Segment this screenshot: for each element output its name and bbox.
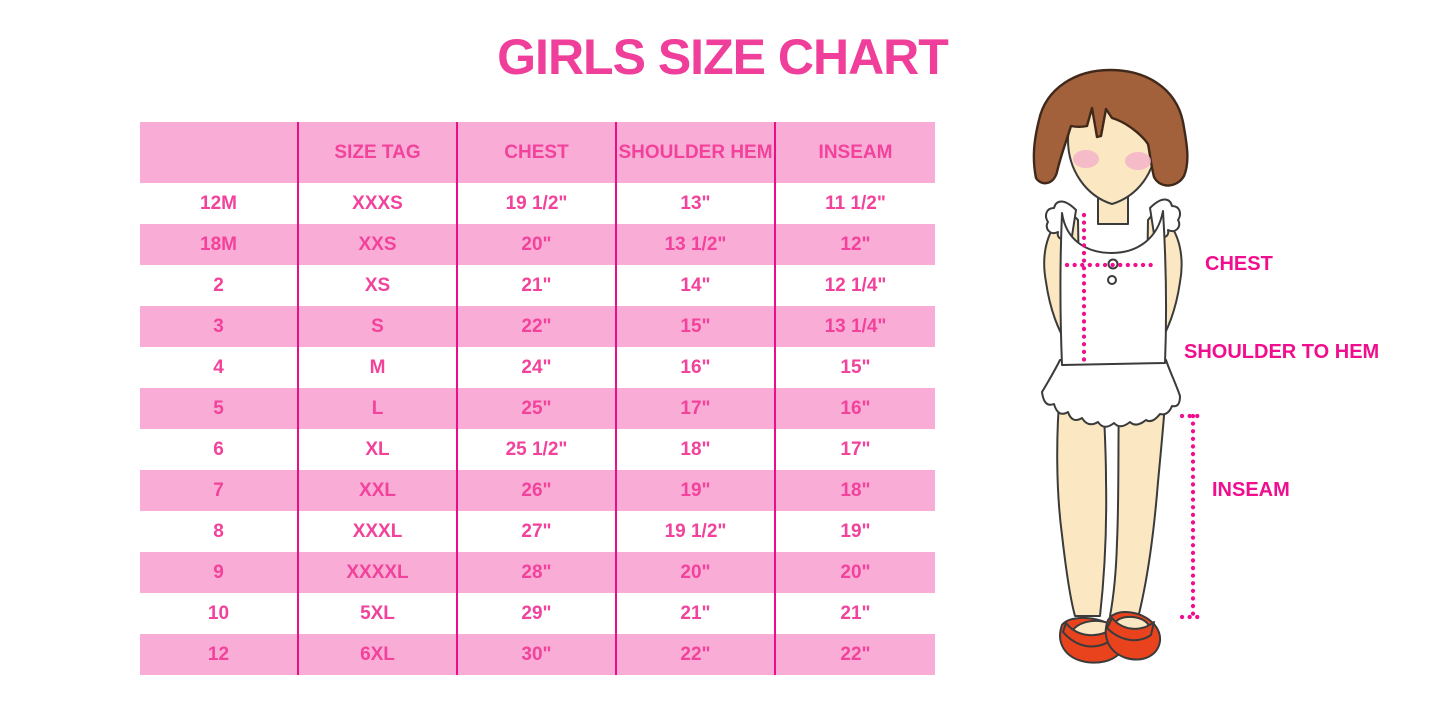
table-cell: 12M (140, 183, 299, 224)
table-cell: 21" (617, 593, 776, 634)
table-cell: 4 (140, 347, 299, 388)
table-cell: 15" (776, 347, 935, 388)
table-cell: 20" (776, 552, 935, 593)
table-cell: 11 1/2" (776, 183, 935, 224)
girl-left-leg (1056, 389, 1108, 617)
table-cell: 27" (458, 511, 617, 552)
table-cell: 18" (617, 429, 776, 470)
header-cell: SIZE TAG (299, 122, 458, 183)
header-cell: INSEAM (776, 122, 935, 183)
girl-top (1059, 210, 1168, 366)
table-cell: 6 (140, 429, 299, 470)
table-cell: 5 (140, 388, 299, 429)
table-cell: 20" (617, 552, 776, 593)
table-cell: 10 (140, 593, 299, 634)
table-cell: 16" (617, 347, 776, 388)
top-button-2 (1107, 275, 1117, 285)
measurement-figure: CHEST SHOULDER TO HEM INSEAM (1000, 60, 1445, 723)
table-cell: 12 1/4" (776, 265, 935, 306)
chest-label: CHEST (1205, 253, 1273, 275)
table-cell: XXXXL (299, 552, 458, 593)
header-cell: CHEST (458, 122, 617, 183)
table-cell: 16" (776, 388, 935, 429)
girl-hair (1032, 68, 1189, 187)
girl-right-shoe (1104, 611, 1162, 661)
girl-illustration (1032, 68, 1207, 664)
table-cell: L (299, 388, 458, 429)
table-cell: 20" (458, 224, 617, 265)
table-cell: 8 (140, 511, 299, 552)
inseam-label: INSEAM (1212, 479, 1290, 501)
page-title: GIRLS SIZE CHART (497, 29, 949, 85)
table-cell: 22" (458, 306, 617, 347)
header-cell (140, 122, 299, 183)
header-cell: SHOULDER HEM (617, 122, 776, 183)
table-cell: 21" (776, 593, 935, 634)
table-cell: S (299, 306, 458, 347)
table-cell: 13 1/2" (617, 224, 776, 265)
table-cell: 19 1/2" (458, 183, 617, 224)
table-cell: 6XL (299, 634, 458, 675)
table-cell: 5XL (299, 593, 458, 634)
shoulder-to-hem-label: SHOULDER TO HEM (1184, 341, 1380, 363)
table-cell: 13 1/4" (776, 306, 935, 347)
table-cell: 17" (617, 388, 776, 429)
table-cell: 26" (458, 470, 617, 511)
table-cell: 18M (140, 224, 299, 265)
girl-blush-right (1125, 152, 1151, 170)
table-cell: 25 1/2" (458, 429, 617, 470)
table-cell: 9 (140, 552, 299, 593)
table-cell: 21" (458, 265, 617, 306)
table-cell: 22" (617, 634, 776, 675)
table-cell: 22" (776, 634, 935, 675)
table-cell: XS (299, 265, 458, 306)
table-cell: 2 (140, 265, 299, 306)
girl-blush-left (1073, 150, 1099, 168)
table-cell: 24" (458, 347, 617, 388)
table-cell: 7 (140, 470, 299, 511)
table-cell: XXXL (299, 511, 458, 552)
table-cell: 30" (458, 634, 617, 675)
table-cell: 18" (776, 470, 935, 511)
table-cell: 19" (776, 511, 935, 552)
girls-size-table: SIZE TAG CHEST SHOULDER HEM INSEAM 12M XXXS 19… (140, 122, 935, 675)
table-cell: 13" (617, 183, 776, 224)
girl-left-shoe (1059, 616, 1126, 664)
table-cell: 19" (617, 470, 776, 511)
table-cell: 12" (776, 224, 935, 265)
table-cell: 14" (617, 265, 776, 306)
table-cell: XL (299, 429, 458, 470)
table-cell: 19 1/2" (617, 511, 776, 552)
girl-skirt (1041, 359, 1181, 428)
table-cell: 29" (458, 593, 617, 634)
table-cell: 12 (140, 634, 299, 675)
table-cell: XXL (299, 470, 458, 511)
table-cell: XXS (299, 224, 458, 265)
table-cell: M (299, 347, 458, 388)
table-cell: 3 (140, 306, 299, 347)
table-cell: 25" (458, 388, 617, 429)
table-cell: XXXS (299, 183, 458, 224)
table-cell: 17" (776, 429, 935, 470)
table-cell: 28" (458, 552, 617, 593)
table-cell: 15" (617, 306, 776, 347)
